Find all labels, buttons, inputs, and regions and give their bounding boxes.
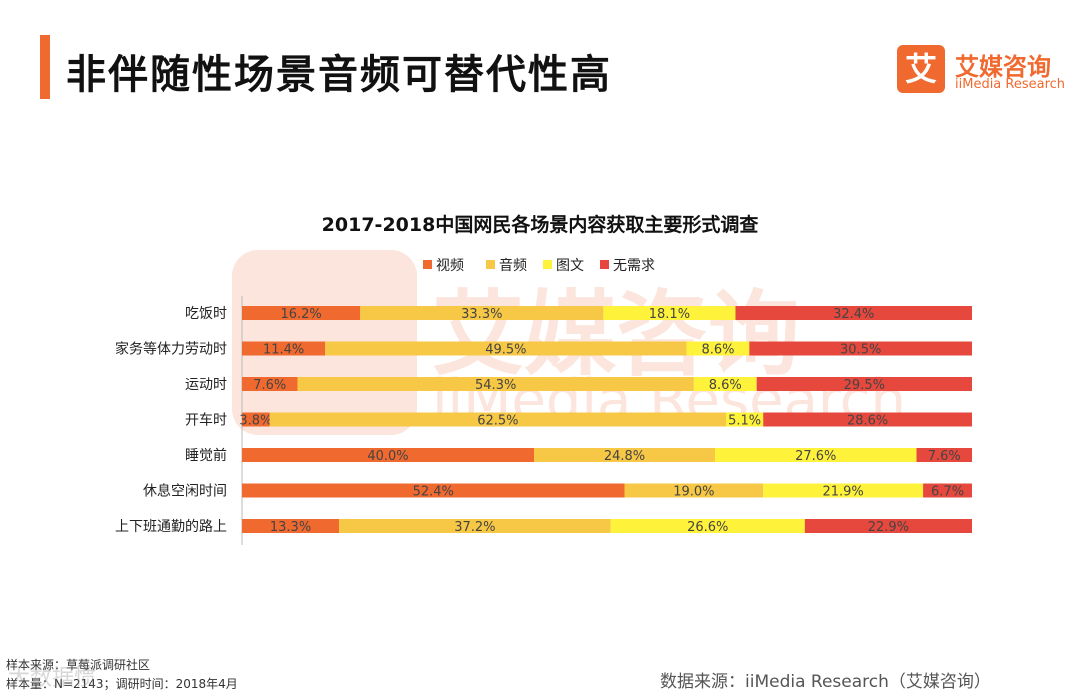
brand-logo: 艾 艾媒咨询 iiMedia Research bbox=[897, 45, 1067, 95]
category-label: 休息空闲时间 bbox=[143, 483, 227, 500]
title-accent-bar bbox=[40, 35, 50, 99]
bar-segment bbox=[715, 448, 917, 462]
data-label: 11.4% bbox=[263, 343, 304, 358]
bar-segment bbox=[686, 341, 750, 356]
data-label: 49.5% bbox=[485, 343, 526, 358]
legend-label-0: 视频 bbox=[436, 258, 464, 274]
category-label: 上下班通勤的路上 bbox=[115, 519, 227, 535]
sample-info: 样本来源：草莓派调研社区 样本量：N=2143；调研时间：2018年4月 bbox=[6, 656, 238, 694]
data-label: 33.3% bbox=[461, 307, 502, 322]
data-label: 7.6% bbox=[928, 449, 961, 464]
bar-segment bbox=[735, 306, 972, 320]
data-label: 29.5% bbox=[844, 378, 885, 393]
bar-segment bbox=[603, 306, 736, 320]
sample-size: 样本量：N=2143；调研时间：2018年4月 bbox=[6, 677, 238, 691]
data-label: 24.8% bbox=[604, 449, 645, 464]
bar-segment bbox=[242, 483, 625, 498]
bar-segment bbox=[804, 519, 972, 533]
bar-segment bbox=[242, 341, 326, 356]
legend-label-2: 图文 bbox=[556, 258, 584, 274]
bar-segment bbox=[693, 377, 757, 391]
data-label: 8.6% bbox=[701, 343, 734, 358]
bar-segment bbox=[269, 412, 726, 427]
page-title: 非伴随性场景音频可替代性高 bbox=[66, 52, 612, 98]
category-label: 睡觉前 bbox=[185, 447, 227, 464]
bar-segment bbox=[610, 519, 805, 533]
data-label: 52.4% bbox=[413, 485, 454, 500]
data-label: 18.1% bbox=[649, 307, 690, 322]
bar-segment bbox=[923, 483, 972, 498]
logo-name-cn: 艾媒咨询 bbox=[955, 53, 1051, 81]
data-label: 32.4% bbox=[833, 307, 874, 322]
data-label: 37.2% bbox=[454, 520, 495, 535]
legend-swatch-2 bbox=[543, 260, 552, 269]
data-label: 26.6% bbox=[687, 520, 728, 535]
chart-title: 2017-2018中国网民各场景内容获取主要形式调查 bbox=[321, 214, 759, 236]
data-label: 40.0% bbox=[367, 449, 408, 464]
legend-swatch-0 bbox=[423, 260, 432, 269]
data-label: 5.1% bbox=[728, 414, 761, 429]
bar-segment bbox=[534, 448, 716, 462]
logo-name-en: iiMedia Research bbox=[955, 77, 1066, 92]
bar-segment bbox=[756, 377, 972, 391]
bar-segment bbox=[242, 377, 298, 391]
data-label: 21.9% bbox=[822, 485, 863, 500]
bar-segment bbox=[916, 448, 972, 462]
legend-label-3: 无需求 bbox=[613, 258, 655, 274]
sample-source: 样本来源：草莓派调研社区 bbox=[6, 658, 151, 672]
bar-segment bbox=[242, 519, 340, 533]
bar-segment bbox=[242, 306, 361, 320]
legend-swatch-1 bbox=[486, 260, 495, 269]
legend-label-1: 音频 bbox=[499, 257, 527, 274]
data-source: 数据来源：iiMedia Research（艾媒咨询） bbox=[660, 672, 991, 692]
bar-segment bbox=[242, 412, 270, 427]
data-label: 19.0% bbox=[673, 485, 714, 500]
bar-segment bbox=[325, 341, 687, 356]
data-label: 54.3% bbox=[475, 378, 516, 393]
data-label: 22.9% bbox=[868, 520, 909, 535]
data-label: 28.6% bbox=[847, 414, 888, 429]
data-label: 30.5% bbox=[840, 343, 881, 358]
data-label: 6.7% bbox=[931, 485, 964, 500]
corner-watermark: 大数据惯 bbox=[8, 666, 97, 691]
bar-segment bbox=[242, 448, 534, 462]
bar-segment bbox=[624, 483, 764, 498]
bar-segment bbox=[763, 483, 924, 498]
data-label: 62.5% bbox=[477, 414, 518, 429]
data-label: 13.3% bbox=[270, 520, 311, 535]
bar-segment bbox=[725, 412, 764, 427]
category-label: 吃饭时 bbox=[185, 306, 227, 322]
data-label: 16.2% bbox=[280, 307, 321, 322]
category-label: 开车时 bbox=[185, 412, 227, 429]
bar-segment bbox=[360, 306, 604, 320]
category-label: 家务等体力劳动时 bbox=[115, 341, 227, 358]
legend-swatch-3 bbox=[600, 260, 609, 269]
bar-segment bbox=[749, 341, 972, 356]
bar-segment bbox=[339, 519, 611, 533]
data-label: 3.8% bbox=[239, 414, 272, 429]
data-label: 27.6% bbox=[795, 449, 836, 464]
data-label: 7.6% bbox=[253, 378, 286, 393]
bar-segment bbox=[763, 412, 972, 427]
bar-segment bbox=[297, 377, 694, 391]
data-label: 8.6% bbox=[709, 378, 742, 393]
category-label: 运动时 bbox=[185, 377, 227, 393]
logo-mark-icon: 艾 bbox=[897, 45, 945, 93]
